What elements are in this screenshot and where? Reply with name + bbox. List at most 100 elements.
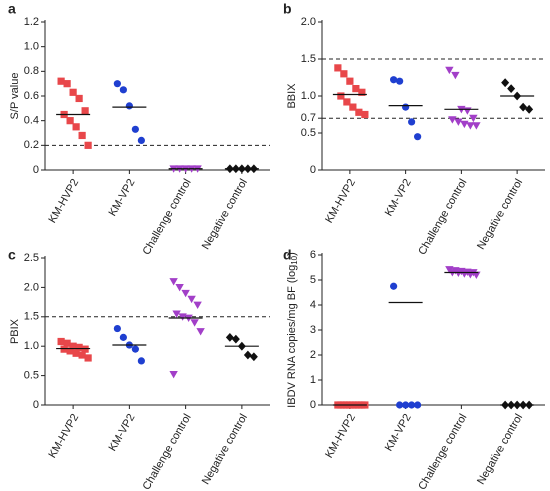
y-tick-label: 0 bbox=[310, 164, 316, 176]
point bbox=[519, 102, 528, 112]
point bbox=[501, 78, 510, 88]
point bbox=[337, 92, 345, 100]
point bbox=[472, 271, 481, 279]
y-tick-label: 0 bbox=[33, 164, 39, 176]
y-axis-label-text: PBIX bbox=[9, 318, 21, 344]
point bbox=[57, 77, 65, 85]
y-axis-label-sub: 10 bbox=[290, 255, 299, 264]
point bbox=[390, 282, 398, 290]
x-tick-label: Negative control bbox=[200, 177, 250, 252]
point bbox=[352, 85, 360, 93]
point bbox=[249, 352, 258, 362]
y-tick-label: 0.8 bbox=[24, 65, 39, 77]
x-tick-label: Challenge control bbox=[416, 177, 469, 257]
x-tick-label: Challenge control bbox=[416, 412, 469, 491]
point bbox=[402, 401, 410, 409]
x-tick-label: Challenge control bbox=[141, 177, 194, 257]
point bbox=[408, 118, 416, 126]
point bbox=[63, 80, 71, 88]
panel-label: d bbox=[283, 247, 292, 263]
y-axis-label-text: IBDV RNA copies/mg BF (log bbox=[286, 265, 298, 408]
point bbox=[137, 136, 145, 144]
point bbox=[187, 295, 196, 304]
point bbox=[75, 343, 83, 351]
panel-label: a bbox=[8, 1, 16, 17]
x-tick-label: Negative control bbox=[200, 412, 250, 487]
y-axis-label: IBDV RNA copies/mg BF (log10) bbox=[286, 252, 299, 408]
point bbox=[463, 107, 472, 115]
point bbox=[225, 332, 234, 342]
x-tick-label: KM-VP2 bbox=[383, 177, 414, 218]
point bbox=[454, 269, 463, 277]
x-tick-label: Negative control bbox=[475, 412, 525, 487]
point bbox=[69, 342, 77, 350]
point bbox=[119, 333, 127, 341]
y-tick-label: 2.0 bbox=[24, 281, 39, 293]
point bbox=[137, 357, 145, 365]
point bbox=[113, 324, 121, 333]
y-tick-label: 0.7 bbox=[301, 112, 316, 124]
point bbox=[84, 354, 92, 362]
point bbox=[396, 401, 404, 409]
x-tick-label: KM-HVP2 bbox=[323, 412, 358, 460]
panel-label: b bbox=[283, 1, 292, 17]
point bbox=[346, 77, 354, 85]
point bbox=[355, 108, 363, 116]
y-tick-label: 2 bbox=[310, 349, 316, 361]
point bbox=[81, 107, 89, 115]
point bbox=[414, 401, 422, 409]
y-axis-label-text: S/P value bbox=[9, 73, 21, 120]
point bbox=[169, 278, 178, 286]
y-axis-label: BBIX bbox=[286, 83, 298, 109]
x-tick-label: KM-VP2 bbox=[107, 177, 138, 218]
point bbox=[125, 102, 133, 110]
y-tick-label: 0.5 bbox=[24, 370, 39, 382]
point bbox=[243, 350, 252, 360]
point bbox=[72, 349, 80, 357]
point bbox=[131, 125, 139, 133]
point bbox=[178, 313, 187, 321]
y-tick-label: 6 bbox=[310, 249, 316, 261]
point bbox=[66, 117, 74, 125]
point bbox=[172, 310, 181, 318]
panel-label: c bbox=[8, 247, 16, 263]
point bbox=[75, 94, 83, 103]
point bbox=[408, 401, 416, 409]
point bbox=[66, 347, 74, 355]
point bbox=[78, 351, 86, 359]
point bbox=[472, 122, 481, 130]
point bbox=[469, 114, 478, 123]
point bbox=[84, 141, 92, 149]
y-tick-label: 1.0 bbox=[24, 340, 39, 352]
point bbox=[113, 80, 121, 88]
point bbox=[396, 77, 404, 85]
y-tick-label: 0 bbox=[33, 399, 39, 411]
point bbox=[181, 289, 190, 298]
point bbox=[402, 103, 410, 111]
y-tick-label: 0.4 bbox=[24, 115, 39, 127]
x-tick-label: KM-HVP2 bbox=[46, 412, 81, 460]
point bbox=[460, 120, 469, 129]
y-tick-label: 0 bbox=[310, 399, 316, 411]
y-tick-label: 0.6 bbox=[24, 90, 39, 102]
x-tick-label: KM-VP2 bbox=[107, 412, 138, 453]
point bbox=[57, 337, 65, 346]
point bbox=[448, 116, 457, 124]
point bbox=[340, 70, 348, 78]
point bbox=[507, 84, 516, 93]
x-tick-label: KM-VP2 bbox=[383, 412, 414, 453]
y-tick-label: 2.0 bbox=[301, 16, 316, 28]
y-tick-label: 1.0 bbox=[301, 90, 316, 102]
x-tick-label: KM-HVP2 bbox=[323, 177, 358, 225]
point bbox=[343, 98, 351, 106]
y-axis-label: PBIX bbox=[9, 318, 21, 344]
y-axis-label-text: BBIX bbox=[286, 83, 298, 109]
point bbox=[196, 328, 205, 336]
y-tick-label: 4 bbox=[310, 299, 316, 311]
y-axis-label-end: ) bbox=[286, 252, 298, 256]
point bbox=[445, 66, 454, 75]
point bbox=[466, 122, 475, 130]
y-tick-label: 2.5 bbox=[24, 252, 39, 264]
point bbox=[390, 76, 398, 84]
